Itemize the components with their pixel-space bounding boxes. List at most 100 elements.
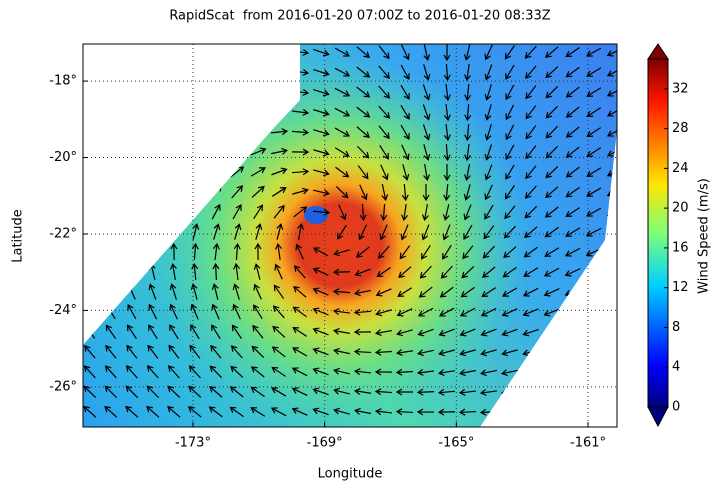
wind-arrow bbox=[313, 149, 330, 157]
wind-arrow bbox=[270, 108, 289, 116]
wind-arrow bbox=[524, 205, 538, 219]
wind-arrow bbox=[271, 346, 286, 358]
wind-arrow bbox=[190, 324, 200, 340]
wind-arrow bbox=[312, 247, 329, 257]
y-tick-label: -24° bbox=[49, 303, 77, 318]
wind-arrow bbox=[107, 44, 114, 60]
wind-arrow bbox=[356, 126, 370, 138]
wind-arrow bbox=[542, 388, 561, 396]
wind-arrow bbox=[107, 82, 115, 101]
wind-arrow bbox=[270, 48, 289, 56]
wind-arrow bbox=[440, 265, 453, 279]
wind-arrow bbox=[378, 65, 390, 79]
x-axis-label: Longitude bbox=[318, 467, 383, 482]
wind-arrow bbox=[397, 287, 413, 297]
wind-arrow bbox=[395, 388, 414, 396]
wind-arrow bbox=[443, 183, 451, 202]
wind-arrow bbox=[399, 245, 411, 260]
wind-arrow bbox=[484, 104, 492, 121]
wind-arrow bbox=[128, 162, 136, 181]
wind-arrow bbox=[230, 345, 243, 359]
wind-arrow bbox=[416, 368, 435, 376]
wind-arrow bbox=[291, 128, 310, 136]
wind-arrow bbox=[148, 324, 158, 340]
wind-arrow bbox=[356, 66, 371, 78]
wind-arrow bbox=[189, 85, 202, 99]
wind-arrow bbox=[605, 349, 617, 357]
wind-arrow bbox=[606, 329, 617, 337]
wind-arrow bbox=[271, 167, 288, 176]
wind-arrow bbox=[400, 84, 410, 100]
wind-arrow bbox=[443, 163, 451, 182]
wind-arrow bbox=[211, 203, 221, 220]
wind-arrow bbox=[107, 182, 115, 201]
wind-arrow bbox=[250, 386, 265, 398]
wind-arrow bbox=[250, 127, 267, 135]
wind-arrow bbox=[255, 223, 263, 240]
wind-arrow bbox=[378, 85, 391, 99]
wind-arrow bbox=[353, 407, 371, 415]
wind-arrow bbox=[85, 203, 93, 220]
wind-arrow bbox=[545, 66, 559, 79]
wind-arrow bbox=[483, 225, 495, 240]
wind-arrow bbox=[212, 262, 220, 281]
wind-arrow bbox=[484, 164, 493, 181]
wind-arrow bbox=[270, 88, 289, 96]
wind-arrow bbox=[402, 164, 410, 181]
wind-arrow bbox=[85, 122, 93, 140]
wind-arrow bbox=[229, 67, 246, 76]
wind-arrow bbox=[586, 187, 602, 197]
wind-arrow bbox=[105, 324, 117, 339]
wind-arrow bbox=[484, 184, 493, 201]
wind-arrow bbox=[210, 344, 222, 359]
wind-arrow bbox=[505, 84, 515, 101]
wind-arrow bbox=[231, 324, 243, 339]
wind-arrow bbox=[189, 164, 201, 179]
wind-arrow bbox=[565, 166, 580, 178]
wind-arrow bbox=[585, 329, 602, 337]
wind-arrow bbox=[106, 283, 116, 300]
wind-arrow bbox=[149, 202, 157, 221]
wind-arrow bbox=[585, 227, 602, 237]
wind-arrow bbox=[234, 223, 242, 240]
wind-arrow bbox=[292, 187, 309, 195]
wind-arrow bbox=[400, 124, 410, 140]
wind-arrow bbox=[312, 347, 329, 356]
wind-arrow bbox=[605, 408, 617, 416]
wind-arrow bbox=[482, 245, 495, 259]
wind-arrow bbox=[127, 303, 137, 320]
wind-arrow bbox=[359, 203, 367, 222]
wind-arrow bbox=[437, 369, 455, 377]
wind-arrow bbox=[503, 225, 516, 239]
wind-arrow bbox=[106, 263, 115, 280]
wind-arrow bbox=[586, 67, 602, 77]
y-tick-label: -26° bbox=[49, 379, 77, 394]
wind-arrow bbox=[400, 64, 410, 81]
wind-arrow bbox=[484, 144, 493, 161]
wind-arrow bbox=[128, 122, 136, 141]
wind-arrow bbox=[213, 223, 221, 240]
wind-arrow bbox=[563, 369, 581, 377]
x-tick-label: -161° bbox=[570, 436, 606, 451]
wind-arrow bbox=[355, 246, 370, 258]
wind-arrow bbox=[189, 44, 201, 59]
wind-arrow bbox=[250, 167, 266, 177]
wind-arrow bbox=[312, 367, 329, 376]
wind-arrow bbox=[274, 263, 283, 280]
wind-arrow bbox=[396, 329, 413, 337]
wind-arrow bbox=[334, 47, 350, 57]
wind-arrow bbox=[464, 103, 472, 122]
wind-arrow bbox=[437, 388, 456, 396]
wind-arrow bbox=[147, 344, 159, 359]
wind-arrow bbox=[250, 107, 267, 115]
wind-arrow bbox=[169, 143, 179, 160]
wind-arrow bbox=[565, 227, 581, 237]
wind-arrow bbox=[480, 369, 497, 377]
wind-arrow bbox=[443, 63, 451, 82]
colorbar-extend bbox=[647, 406, 669, 428]
wind-arrow bbox=[443, 44, 451, 62]
wind-arrow bbox=[464, 83, 472, 102]
wind-arrow bbox=[293, 286, 307, 298]
wind-arrow bbox=[543, 329, 560, 337]
wind-arrow bbox=[209, 146, 224, 158]
